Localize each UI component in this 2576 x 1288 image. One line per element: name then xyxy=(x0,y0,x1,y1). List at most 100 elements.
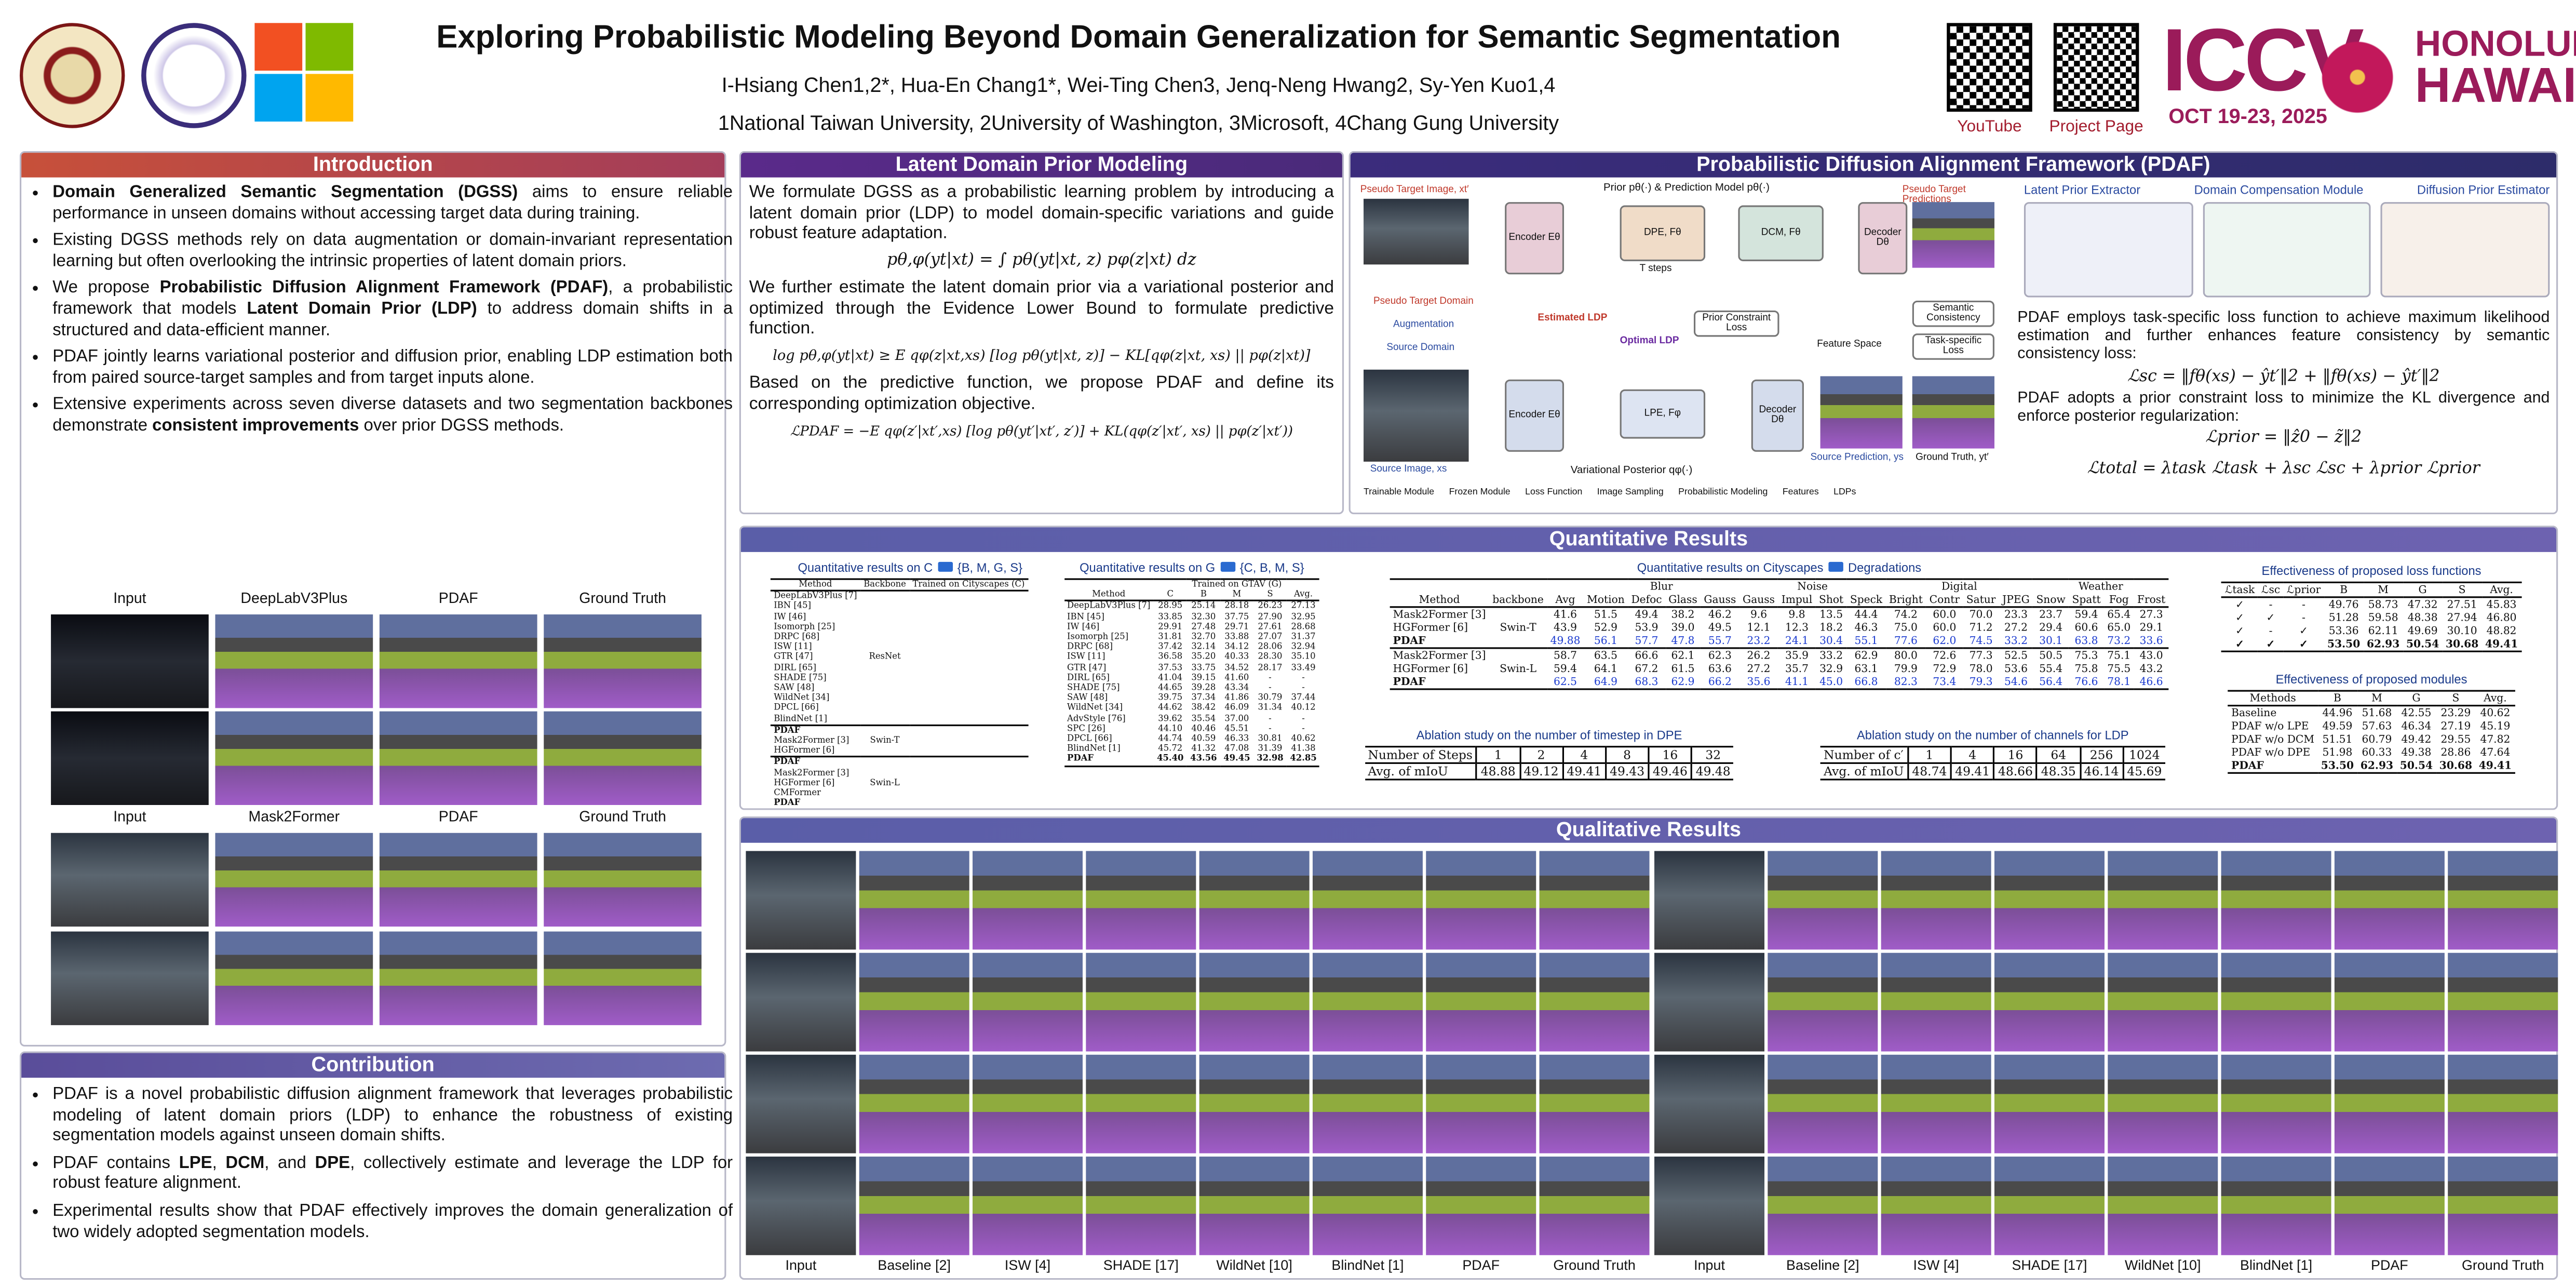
table-cell: 49.45 xyxy=(1223,755,1250,765)
table-row: PDAF w/o LPE 49.59 57.63 46.34 27.19 45.19 xyxy=(2228,720,2515,733)
table-cell: Avg. xyxy=(2490,583,2513,597)
table-cell: - xyxy=(2302,598,2306,611)
table-cell: 1024 xyxy=(2122,746,2165,763)
table-row: DeepLabV3Plus [7] ResNet xyxy=(770,591,1028,663)
table-cell: 28.95 xyxy=(1158,602,1183,612)
text-run: consistent improvements xyxy=(152,417,359,436)
table-cell: 45.19 xyxy=(2480,719,2511,733)
figure-label: Baseline [2] xyxy=(878,1256,951,1273)
table-cell: JPEG xyxy=(2002,593,2030,607)
table-cell: AdvStyle [76] xyxy=(1067,714,1126,724)
table-cell: 49.12 xyxy=(1519,763,1563,780)
table-cell: 62.9 xyxy=(1854,649,1878,662)
table-cell: Snow xyxy=(2036,593,2066,607)
image xyxy=(2334,1054,2445,1153)
figure-label: Ground Truth xyxy=(579,589,667,607)
table-cell: 49.43 xyxy=(1604,763,1649,780)
qr-code[interactable] xyxy=(1947,23,2032,112)
legend: Trainable Module Frozen Module Loss Functi… xyxy=(1364,488,2014,498)
dates: OCT 19-23, 2025 xyxy=(2168,105,2327,128)
table-row: Mask2Former [3] xyxy=(771,768,1028,779)
image xyxy=(1199,1156,1310,1255)
figure-label: Ground Truth xyxy=(579,808,667,825)
link-label[interactable]: Project Page xyxy=(2049,118,2143,137)
table-cell: Avg xyxy=(1555,593,1575,607)
table-cell: 48.66 xyxy=(1993,763,2037,780)
diagram-label: Ground Truth, yt′ xyxy=(1916,453,1989,464)
table-cell: Defoc xyxy=(1631,593,1662,607)
table-cell: 70.0 xyxy=(1969,608,1993,621)
image xyxy=(973,952,1083,1052)
table-cell: 67.2 xyxy=(1635,662,1658,676)
image xyxy=(1199,952,1310,1052)
table-cell: 62.93 xyxy=(2366,637,2400,651)
table-cell: IBN [45] xyxy=(1067,612,1104,622)
table-cell: 35.6 xyxy=(1747,675,1771,689)
table-cell: B xyxy=(1200,590,1207,600)
table-cell-blank xyxy=(909,663,1028,674)
table-cell: 1 xyxy=(1476,746,1520,763)
table-cell: 40.62 xyxy=(2480,706,2511,720)
table-cell: 46.14 xyxy=(2079,763,2123,780)
text-run: Experimental results show that PDAF effe… xyxy=(52,1202,733,1242)
table-cell: 16 xyxy=(1993,746,2037,763)
table-cell: 42.85 xyxy=(1290,755,1317,765)
text-run: Extensive experiments across seven diver… xyxy=(52,396,733,436)
table-cell: Satur xyxy=(1966,593,1996,607)
table-cell: 72.6 xyxy=(1933,649,1957,662)
table-cell: 40.33 xyxy=(1224,653,1249,663)
table-cell: Method xyxy=(1092,590,1126,600)
table-cell: PDAF w/o DPE xyxy=(2231,746,2311,759)
qr-code[interactable] xyxy=(2053,23,2139,112)
table-cell: Trained on GTAV (G) xyxy=(1192,580,1282,590)
table-cell: PDAF w/o DCM xyxy=(2231,732,2315,746)
table-cell: PDAF xyxy=(1393,675,1426,689)
module-box: Encoder Eθ xyxy=(1505,379,1565,452)
table-cell: 32.30 xyxy=(1191,612,1216,622)
table-cell: 50.54 xyxy=(2406,637,2439,651)
table-cell: 33.75 xyxy=(1191,663,1216,673)
image xyxy=(1086,1054,1196,1153)
table-cell: 1 xyxy=(1907,746,1951,763)
table-cell: 46.34 xyxy=(2401,719,2432,733)
figure-label: BlindNet [1] xyxy=(1331,1256,1404,1273)
location: HONOLULUHAWAII xyxy=(2415,23,2576,111)
table-row: Mask2Former [3] Swin-T 41.6 51.5 49.4 38.2 46.… xyxy=(1390,607,2168,634)
table-cell: 39.62 xyxy=(1158,714,1183,724)
table-cell: ℒtask xyxy=(2224,583,2255,597)
image xyxy=(859,952,969,1052)
link-label[interactable]: YouTube xyxy=(1957,118,2022,137)
image xyxy=(379,931,537,1025)
table-cell: 30.68 xyxy=(2439,759,2473,772)
caption-text: Quantitative results on C xyxy=(798,560,933,575)
table-cell: 33.88 xyxy=(1224,632,1249,642)
image xyxy=(1364,369,1469,462)
table-cell: 32.94 xyxy=(1291,642,1316,653)
table-cell-blank xyxy=(909,725,1028,736)
table-cell: 29.71 xyxy=(1224,622,1249,633)
bullet-list: Domain Generalized Semantic Segmentation… xyxy=(26,184,733,444)
caption-text: Effectiveness of proposed modules xyxy=(2275,672,2467,687)
table-cell: 31.39 xyxy=(1258,744,1283,755)
image xyxy=(2108,952,2218,1052)
image xyxy=(2221,952,2331,1052)
table-cell: 62.93 xyxy=(2360,759,2394,772)
table-cell: 48.82 xyxy=(2486,624,2517,638)
table-cell: DPCL [66] xyxy=(774,704,819,714)
table-cell: 37.00 xyxy=(1224,714,1249,724)
equation: ℒprior = ‖ẑ0 − z̃‖2 xyxy=(2205,429,2362,448)
table-cell: 41.38 xyxy=(1291,744,1316,755)
table-cell: - xyxy=(1302,714,1305,724)
table-row: PDAF w/o DCM 51.51 60.79 49.42 29.55 47.82 xyxy=(2228,733,2515,746)
table-cell: Mask2Former [3] xyxy=(1393,649,1486,662)
table-cell: 60.79 xyxy=(2362,732,2392,746)
table-block: Quantitative results on G {C, B, M, S} Tra… xyxy=(1056,560,1327,767)
table-cell: 36.58 xyxy=(1158,653,1183,663)
image xyxy=(1086,851,1196,950)
table-cell: Fog xyxy=(2109,593,2129,607)
table: Trained on GTAV (G) Method C B M S Avg. DeepLab… xyxy=(1063,578,1320,767)
text-run: DCM xyxy=(225,1155,265,1173)
diagram-label: T steps xyxy=(1639,264,1672,275)
table-cell: 51.68 xyxy=(2362,706,2392,720)
table-cell: Weather xyxy=(2078,580,2123,593)
